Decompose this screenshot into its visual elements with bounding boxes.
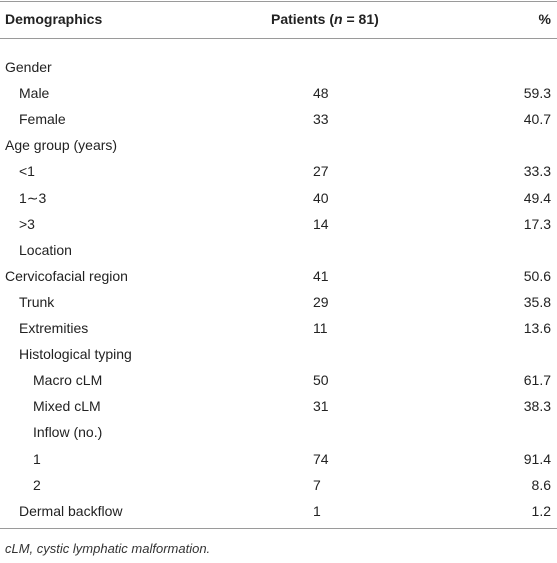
percent-cell: 33.3 <box>523 163 551 180</box>
percent-cell: 13.6 <box>523 320 551 336</box>
row-label: Mixed cLM <box>33 398 101 415</box>
row-label: Location <box>19 241 72 258</box>
header-text: n <box>334 11 343 27</box>
row-label: <1 <box>19 163 35 180</box>
percent-cell: 61.7 <box>523 372 551 389</box>
percent-cell: 50.6 <box>523 267 551 284</box>
row-label: 2 <box>33 476 41 493</box>
patients-cell: 48 <box>313 85 329 102</box>
percent-cell: 17.3 <box>523 215 551 232</box>
footnote: cLM, cystic lymphatic malformation. <box>5 541 211 556</box>
header-percent: % <box>538 11 551 27</box>
percent-cell: 40.7 <box>523 111 551 128</box>
row-label: Cervicofacial region <box>5 267 128 284</box>
top-rule <box>0 1 557 2</box>
patients-cell: 27 <box>313 163 329 180</box>
patients-cell: 41 <box>313 267 329 284</box>
row-label: Gender <box>5 59 52 75</box>
row-label: >3 <box>19 215 35 232</box>
patients-cell: 14 <box>313 215 329 232</box>
header-demographics: Demographics <box>5 11 103 27</box>
patients-cell: 29 <box>313 293 329 310</box>
row-label: Trunk <box>19 293 55 310</box>
percent-cell: 38.3 <box>523 398 551 415</box>
patients-cell: 33 <box>313 111 329 128</box>
row-label: Macro cLM <box>33 372 103 389</box>
patients-cell: 74 <box>313 450 329 467</box>
percent-cell: 35.8 <box>523 293 551 310</box>
header-patients: Patients (n = 81) <box>271 10 379 28</box>
row-label: 1∼3 <box>19 189 47 206</box>
percent-cell: 49.4 <box>523 189 551 206</box>
patients-cell: 50 <box>313 372 329 389</box>
header-rule <box>0 38 557 39</box>
percent-cell: 91.4 <box>523 450 551 467</box>
row-label: Age group (years) <box>5 137 118 154</box>
bottom-rule <box>0 528 557 529</box>
row-label: Inflow (no.) <box>33 424 103 441</box>
percent-cell: 8.6 <box>531 476 551 493</box>
row-label: Histological typing <box>19 346 132 363</box>
row-label: Male <box>19 85 50 102</box>
header-text: = 81) <box>342 11 379 27</box>
row-label: Extremities <box>19 320 89 336</box>
row-label: 1 <box>33 450 41 467</box>
patients-cell: 11 <box>313 320 328 336</box>
percent-cell: 1.2 <box>531 502 551 519</box>
row-label: Dermal backflow <box>19 502 123 519</box>
header-text: Patients ( <box>271 11 335 27</box>
patients-cell: 1 <box>313 502 321 519</box>
patients-cell: 7 <box>313 476 321 493</box>
percent-cell: 59.3 <box>523 85 551 102</box>
patients-cell: 40 <box>313 189 329 206</box>
patients-cell: 31 <box>313 398 329 415</box>
row-label: Female <box>19 111 66 128</box>
